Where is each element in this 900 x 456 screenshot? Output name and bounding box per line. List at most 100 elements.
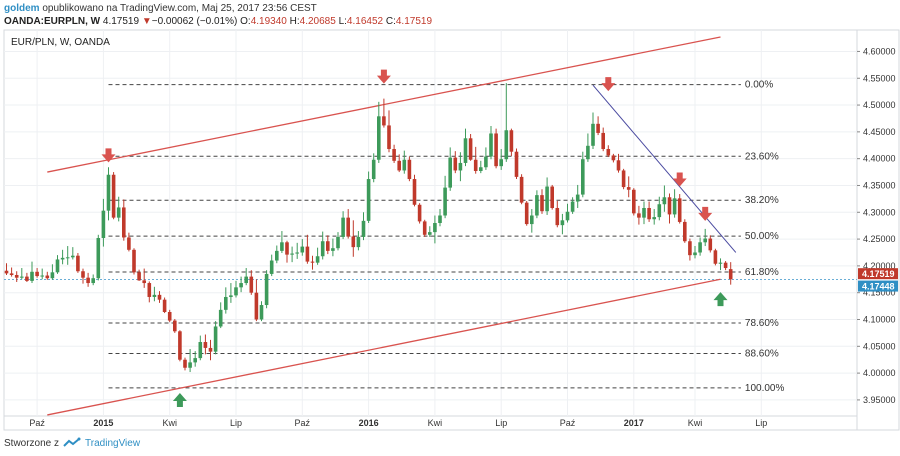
candle-body xyxy=(407,159,412,180)
candle-body xyxy=(683,221,687,242)
candle-body xyxy=(718,262,723,264)
candle-down xyxy=(254,279,259,322)
x-tick-label: 2016 xyxy=(359,418,379,428)
candle-body xyxy=(86,277,90,284)
candle-down xyxy=(473,146,478,174)
candle-body xyxy=(448,157,452,188)
candle-body xyxy=(519,176,524,203)
candle-body xyxy=(224,296,228,310)
price-tag xyxy=(858,268,898,280)
candle-down xyxy=(422,219,427,237)
candle-body xyxy=(290,253,294,255)
candle-body xyxy=(473,159,478,171)
candle-up xyxy=(366,171,371,223)
author-name[interactable]: goldem xyxy=(4,3,40,14)
candle-down xyxy=(76,253,80,273)
candle-up xyxy=(530,209,534,233)
candle-body xyxy=(489,133,493,157)
candle-body xyxy=(509,130,514,152)
candle-down xyxy=(494,128,498,169)
candle-up xyxy=(65,246,70,265)
candle-up xyxy=(545,177,549,215)
candle-up xyxy=(591,112,595,150)
candle-down xyxy=(519,174,524,205)
candle-up xyxy=(331,238,335,257)
candle-body xyxy=(326,241,330,251)
high-value: 4.20685 xyxy=(299,16,336,27)
y-tick-label: 4.60000 xyxy=(863,46,896,56)
price-tag xyxy=(858,280,898,292)
candle-up xyxy=(96,234,101,281)
candle-body xyxy=(244,276,248,284)
candle-body xyxy=(499,159,503,167)
candle-down xyxy=(183,357,187,371)
candle-down xyxy=(550,184,554,210)
candle-up xyxy=(489,125,493,160)
candle-up xyxy=(106,167,111,221)
candle-up xyxy=(504,83,509,162)
candle-up xyxy=(91,274,95,286)
candle-up xyxy=(586,133,590,162)
candle-body xyxy=(9,273,14,276)
candle-down xyxy=(25,272,29,282)
change-value: −0.00062 (−0.01%) xyxy=(151,16,238,27)
candle-up xyxy=(458,152,463,182)
candle-down xyxy=(326,235,330,255)
candle-body xyxy=(254,292,259,320)
candle-body xyxy=(586,145,590,160)
candle-up xyxy=(484,147,488,170)
candle-up xyxy=(224,287,228,314)
candle-body xyxy=(162,299,167,312)
time-axis xyxy=(3,415,858,431)
candle-up xyxy=(642,201,646,225)
footer-brand[interactable]: TradingView xyxy=(85,437,141,449)
candle-body xyxy=(116,207,121,218)
candle-up xyxy=(535,190,539,219)
candle-body xyxy=(708,238,713,251)
price-chart[interactable]: 4.60000 4.55000 4.50000 4.45000 4.40000 4.350… xyxy=(0,0,900,437)
candle-body xyxy=(178,331,182,360)
candle-body xyxy=(392,149,396,161)
candle-up xyxy=(300,239,305,256)
candle-down xyxy=(677,194,682,224)
candle-body xyxy=(626,187,631,190)
candle-body xyxy=(305,246,310,262)
candle-up xyxy=(30,261,34,284)
candle-down xyxy=(310,255,315,270)
candle-body xyxy=(259,305,264,320)
candle-down xyxy=(626,176,631,198)
candle-down xyxy=(382,98,386,128)
candle-down xyxy=(412,174,417,207)
candle-body xyxy=(106,174,111,211)
candle-down xyxy=(111,172,116,220)
candle-up xyxy=(20,268,24,280)
candle-body xyxy=(728,269,733,280)
fib-level-label: 50.00% xyxy=(745,231,779,242)
candle-body xyxy=(30,271,34,281)
candle-body xyxy=(667,197,672,215)
fib-level-label: 61.80% xyxy=(745,267,779,278)
candle-body xyxy=(25,276,29,281)
candle-down xyxy=(127,232,131,252)
candle-down xyxy=(132,248,136,275)
candle-up xyxy=(275,245,279,264)
candle-down xyxy=(647,201,651,222)
open-label: O: xyxy=(240,16,251,27)
arrow-down-marker-icon xyxy=(698,206,713,221)
candle-body xyxy=(698,242,702,253)
candle-up xyxy=(71,247,75,260)
candle-body xyxy=(565,211,570,221)
candle-body xyxy=(35,271,39,277)
y-tick-label: 4.40000 xyxy=(863,154,896,164)
x-tick-label: Lip xyxy=(495,418,507,428)
y-tick-label: 4.30000 xyxy=(863,207,896,217)
channel-line xyxy=(47,278,721,416)
arrow-up-marker-icon xyxy=(713,292,728,307)
candle-up xyxy=(693,246,697,259)
candle-down xyxy=(596,116,600,136)
candle-up xyxy=(244,268,248,286)
x-tick-label: Lip xyxy=(755,418,767,428)
candle-down xyxy=(4,263,9,276)
y-tick-label: 4.45000 xyxy=(863,127,896,137)
candle-body xyxy=(50,272,55,279)
